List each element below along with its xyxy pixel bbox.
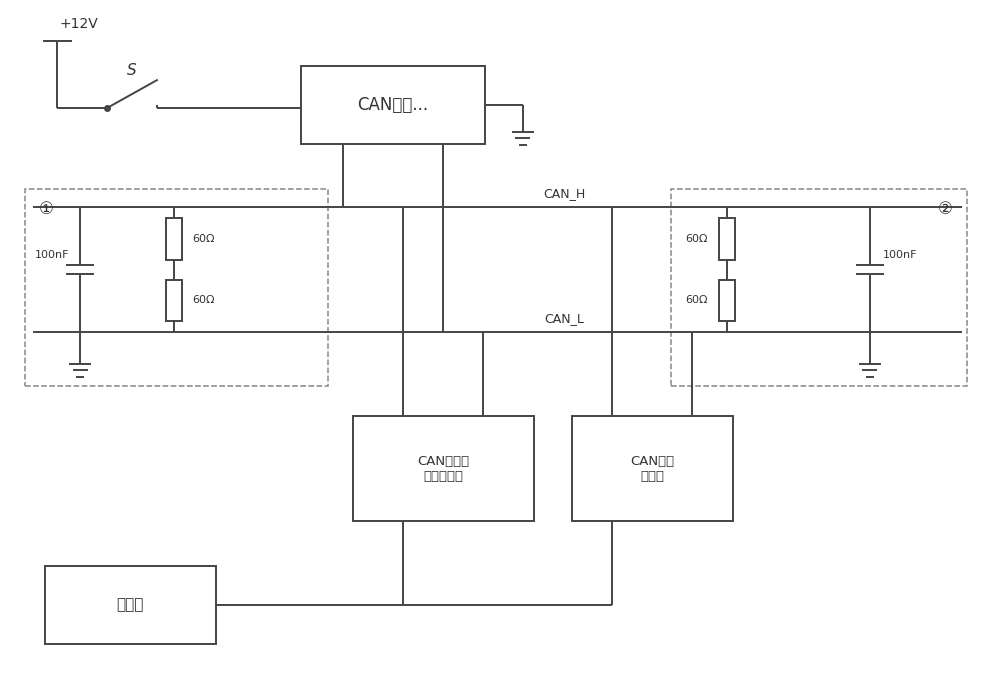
Bar <box>25 189 328 386</box>
Bar <box>45 566 216 643</box>
Text: 60Ω: 60Ω <box>686 234 708 244</box>
Bar <box>572 416 733 520</box>
Text: CAN总线
干扰仪: CAN总线 干扰仪 <box>630 455 674 482</box>
Bar <box>166 280 182 321</box>
Bar <box>671 189 967 386</box>
Bar <box>301 66 485 144</box>
Bar <box>353 416 534 520</box>
Text: ②: ② <box>938 200 953 218</box>
Bar <box>719 280 735 321</box>
Text: +12V: +12V <box>59 17 98 31</box>
Text: CAN节点...: CAN节点... <box>358 96 429 114</box>
Text: 60Ω: 60Ω <box>686 296 708 305</box>
Text: CAN总线报
文监控设备: CAN总线报 文监控设备 <box>417 455 469 482</box>
Text: 上位机: 上位机 <box>116 598 144 612</box>
Text: 100nF: 100nF <box>35 250 70 260</box>
Text: CAN_H: CAN_H <box>544 187 586 200</box>
Text: ①: ① <box>39 200 54 218</box>
Text: 60Ω: 60Ω <box>192 234 215 244</box>
Text: 100nF: 100nF <box>883 250 917 260</box>
Bar <box>719 218 735 260</box>
Text: CAN_L: CAN_L <box>545 312 585 325</box>
Bar <box>166 218 182 260</box>
Text: 60Ω: 60Ω <box>192 296 215 305</box>
Text: S: S <box>127 62 137 78</box>
